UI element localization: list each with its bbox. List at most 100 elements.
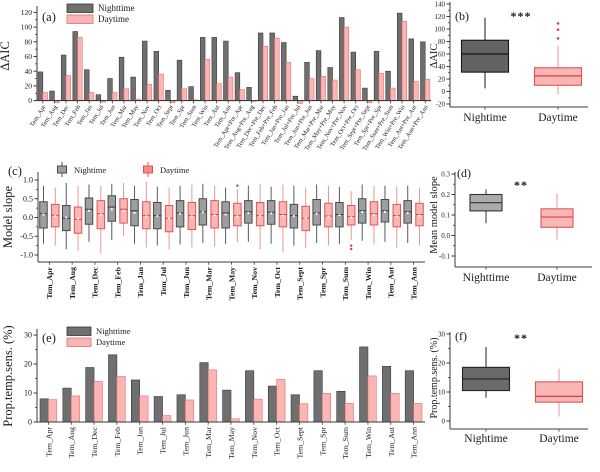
y-tick-label: 10	[438, 389, 446, 397]
outlier-point	[556, 22, 560, 25]
bar	[204, 59, 211, 101]
x-category-label: Tem_Mar	[205, 266, 214, 300]
bar	[355, 69, 361, 101]
y-tick-label: 0.1	[441, 212, 450, 220]
mean-marker	[327, 215, 330, 218]
bar	[207, 369, 217, 423]
legend-key-nighttime	[66, 3, 94, 13]
y-axis: -20 0 20 40 60 80 100 120 140 ΔAIC	[430, 1, 451, 109]
daytime-box	[233, 184, 242, 242]
legend-key-nighttime	[66, 326, 92, 336]
bar	[49, 90, 55, 101]
x-category-label: Tem_May	[227, 267, 236, 301]
mean-marker	[372, 213, 376, 216]
x-category-labels: Tem_Apr Tem_Aug Tem_Dec Tem_Feb Tem_Jan Tem_J…	[44, 426, 418, 459]
nighttime-box	[460, 17, 510, 89]
legend: Nightime Daytime	[57, 162, 189, 177]
mean-marker	[236, 215, 239, 218]
bar	[320, 76, 326, 101]
nighttime-box	[84, 184, 94, 242]
mean-marker	[110, 208, 113, 211]
y-axis: -1.0 -0.5 0.0 0.5 1.0 Model slope	[1, 172, 39, 262]
mean-marker	[292, 214, 295, 218]
nighttime-box	[107, 183, 117, 240]
mean-marker	[156, 214, 159, 218]
daytime-box	[533, 22, 583, 95]
outlier-point	[556, 37, 560, 40]
mean-marker	[315, 212, 318, 215]
x-category-label: Tem_May	[227, 427, 236, 459]
nighttime-box	[39, 185, 48, 244]
bar	[234, 72, 241, 101]
bar	[285, 62, 292, 101]
bar	[262, 45, 268, 101]
nighttime-box	[244, 185, 253, 242]
bar	[327, 67, 333, 101]
mean-marker	[270, 212, 273, 215]
panel-c-grouped-box-plot: -1.0 -0.5 0.0 0.5 1.0 Model slope Tem_Apr Tem_A…	[1, 162, 425, 301]
bar	[350, 51, 356, 101]
bar	[112, 92, 118, 101]
mean-marker	[42, 213, 45, 216]
bar	[367, 375, 377, 423]
bar	[176, 59, 183, 101]
daytime-box	[369, 185, 379, 245]
y-axis-label: ΔAIC	[430, 44, 440, 69]
nighttime-box	[312, 184, 321, 243]
daytime-box	[540, 193, 574, 240]
daytime-box	[415, 187, 424, 246]
x-category-label: Tem_Jan	[136, 266, 145, 297]
nighttime-box	[289, 185, 299, 246]
bar	[304, 62, 310, 101]
bar	[153, 396, 163, 423]
y-tick-label: 0.0	[441, 232, 450, 240]
y-tick-label: 60	[25, 52, 33, 61]
bar	[139, 395, 149, 423]
x-category-label: Tem_Jan	[136, 427, 145, 455]
y-tick-label: 20	[438, 76, 446, 84]
bar	[321, 393, 331, 423]
bar	[299, 403, 309, 423]
mean-marker	[406, 211, 409, 215]
bar	[131, 379, 141, 423]
y-tick-label: -0.5	[20, 232, 33, 241]
bar	[200, 37, 206, 101]
mean-marker	[281, 214, 285, 217]
bar	[48, 399, 58, 423]
mean-marker	[383, 210, 387, 213]
y-axis-label: Mean model slope	[430, 176, 440, 254]
bar	[390, 393, 400, 423]
bar	[362, 87, 368, 101]
bar	[60, 54, 67, 101]
x-category-label: Tem_Jul	[159, 266, 168, 296]
legend-label: Nighttime	[98, 3, 135, 13]
panel-letter: (e)	[42, 331, 56, 345]
bar	[95, 94, 102, 101]
daytime-box	[119, 183, 128, 237]
panel-a-bar-chart: 0 20 40 60 80 100 120 ΔAIC Tem_AprTem_AugTem_Dec…	[0, 3, 431, 152]
x-category-label: Tem_Aut	[387, 267, 396, 298]
bar	[108, 354, 118, 423]
bar	[153, 51, 159, 101]
bar	[315, 50, 322, 101]
outlier-point	[556, 28, 560, 31]
bar	[332, 79, 338, 101]
mean-marker	[201, 211, 204, 214]
bar	[413, 81, 419, 101]
x-category-label: Tem_Spr	[318, 266, 327, 297]
nighttime-box	[266, 186, 276, 244]
x-category-label: Tem_Jun	[181, 427, 190, 456]
bar	[188, 86, 194, 101]
bar	[420, 41, 426, 101]
bar	[239, 89, 245, 101]
daytime-bars	[48, 369, 423, 423]
x-category-label: Tem_Oct	[273, 267, 282, 298]
nighttime-box	[403, 185, 412, 243]
x-category-label: Nightime	[464, 433, 507, 445]
bar	[146, 84, 153, 101]
x-category-label: Tem_Win	[364, 427, 373, 458]
mean-marker	[145, 215, 148, 218]
x-category-label: Tem_Mar	[204, 427, 213, 458]
